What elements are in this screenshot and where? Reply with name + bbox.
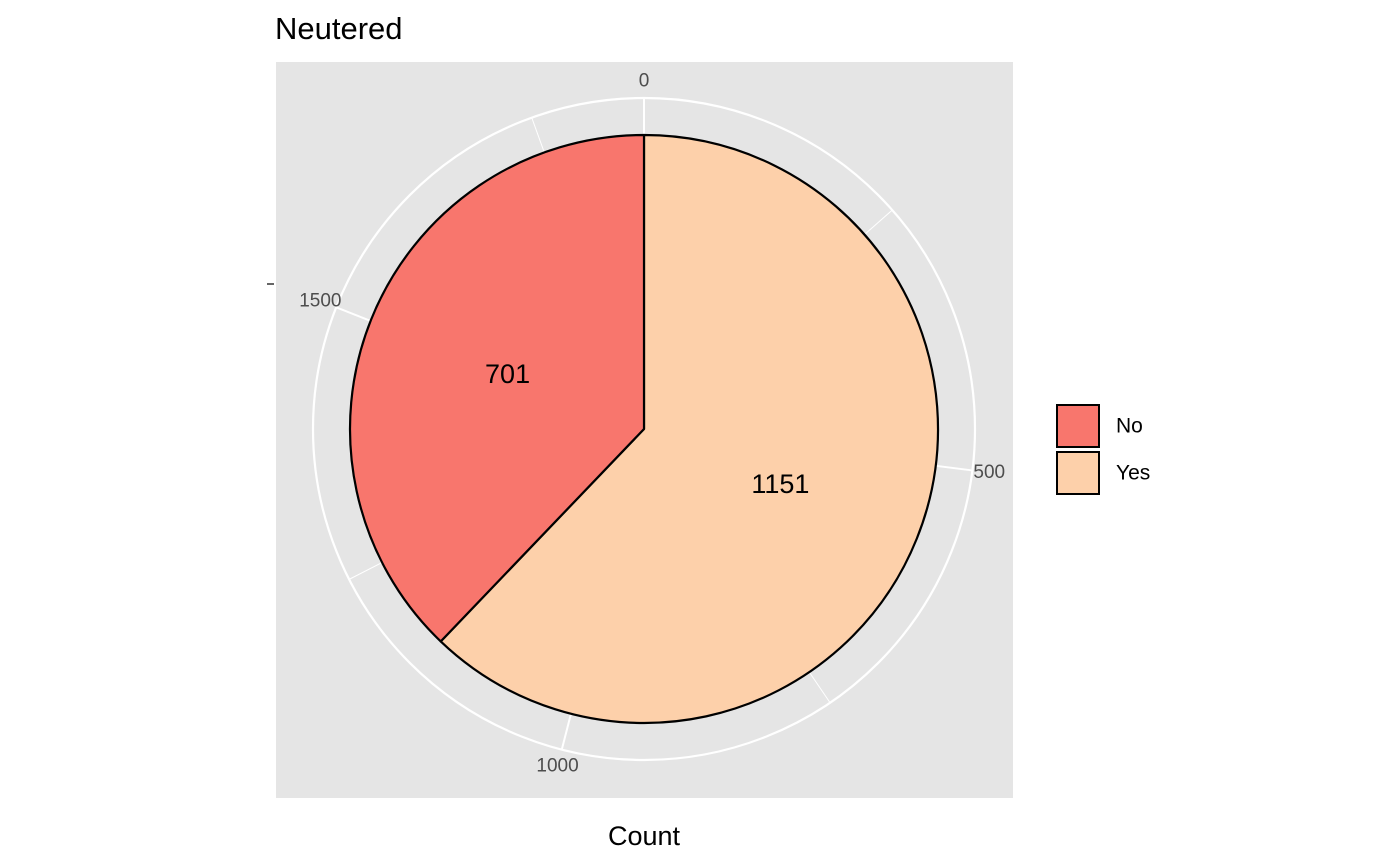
tick-label-1000: 1000 xyxy=(536,756,578,777)
slice-label-no: 701 xyxy=(485,359,530,389)
tick-label-0: 0 xyxy=(639,71,650,92)
chart-title: Neutered xyxy=(275,11,403,46)
x-axis-title: Count xyxy=(608,821,681,851)
radial-tick-labels: 0 500 1000 1500 xyxy=(299,71,1005,777)
legend-key-yes xyxy=(1056,451,1100,495)
pie-slices xyxy=(348,133,940,725)
tick-label-500: 500 xyxy=(973,462,1005,483)
slice-labels: 1151 701 xyxy=(485,359,809,499)
pie-slice-no xyxy=(348,133,646,643)
tick-label-1500: 1500 xyxy=(299,291,341,312)
legend-label-no: No xyxy=(1116,415,1143,438)
legend: No Yes xyxy=(1056,404,1150,495)
slice-label-yes: 1151 xyxy=(751,469,809,499)
legend-key-no xyxy=(1056,404,1100,448)
legend-label-yes: Yes xyxy=(1116,462,1150,485)
pie-slice-yes xyxy=(439,133,940,725)
